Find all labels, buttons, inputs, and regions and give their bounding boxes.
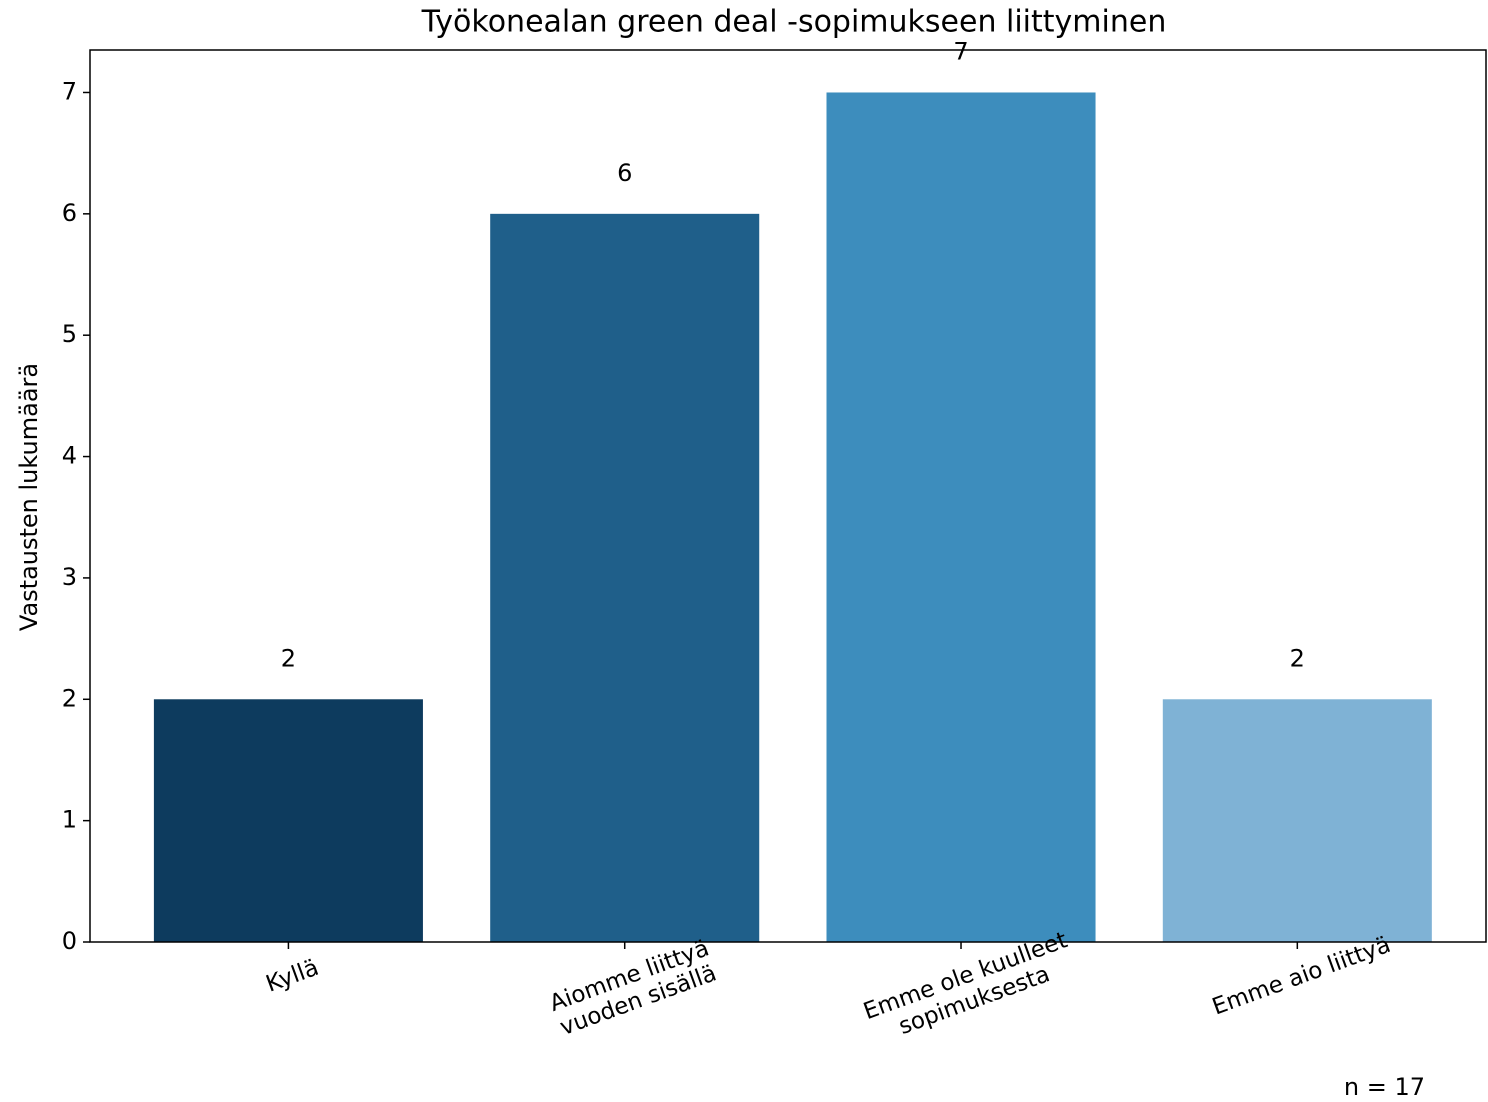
chart-title: Työkonealan green deal -sopimukseen liit…	[421, 5, 1167, 40]
bar	[490, 213, 760, 942]
plot-frame	[89, 49, 1487, 943]
value-label: 2	[281, 644, 296, 672]
value-label: 2	[1290, 644, 1305, 672]
y-tick-label: 4	[62, 442, 77, 470]
y-tick-label: 5	[62, 320, 77, 348]
bar	[826, 92, 1096, 942]
y-tick-label: 2	[62, 684, 77, 712]
value-label: 6	[617, 159, 632, 187]
y-tick-label: 1	[62, 806, 77, 834]
y-axis-label: Vastausten lukumäärä	[15, 363, 43, 631]
annotation: n = 17	[1344, 1073, 1425, 1101]
y-tick-label: 6	[62, 199, 77, 227]
bar	[153, 699, 423, 942]
value-label: 7	[953, 37, 968, 65]
y-tick-label: 3	[62, 563, 77, 591]
y-tick-label: 0	[62, 927, 77, 955]
bar	[1162, 699, 1432, 942]
y-tick-label: 7	[62, 77, 77, 105]
